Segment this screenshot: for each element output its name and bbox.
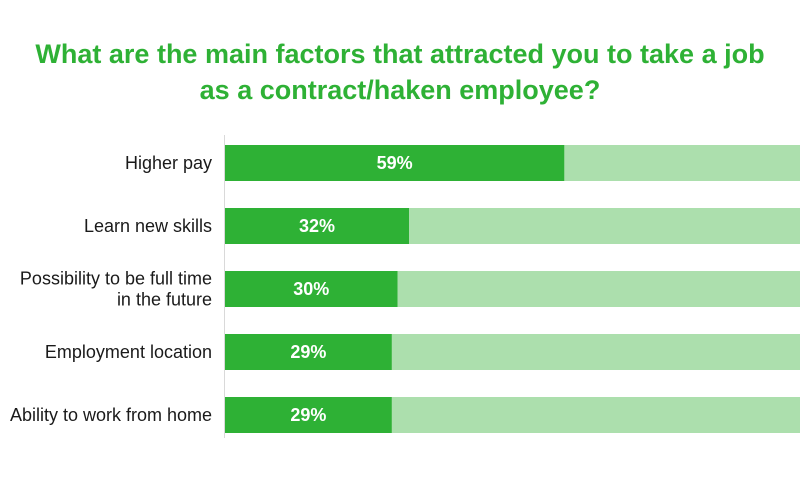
category-label: Learn new skills [84, 216, 212, 236]
chart-title: What are the main factors that attracted… [0, 36, 800, 108]
data-label: 32% [299, 216, 335, 236]
chart-title-line-2: as a contract/haken employee? [199, 75, 601, 105]
bar [225, 397, 392, 433]
bar [225, 208, 409, 244]
bar [225, 271, 398, 307]
data-label: 30% [293, 279, 329, 299]
category-label: Employment location [45, 342, 212, 362]
category-label: Ability to work from home [10, 405, 212, 425]
data-label: 59% [377, 153, 413, 173]
bar [225, 334, 392, 370]
bar [225, 145, 565, 181]
category-label: Higher pay [125, 153, 212, 173]
data-label: 29% [290, 342, 326, 362]
category-label: Possibility to be full time [20, 269, 212, 289]
chart-title-line-1: What are the main factors that attracted… [35, 39, 765, 69]
category-label: in the future [117, 290, 212, 310]
data-label: 29% [290, 405, 326, 425]
